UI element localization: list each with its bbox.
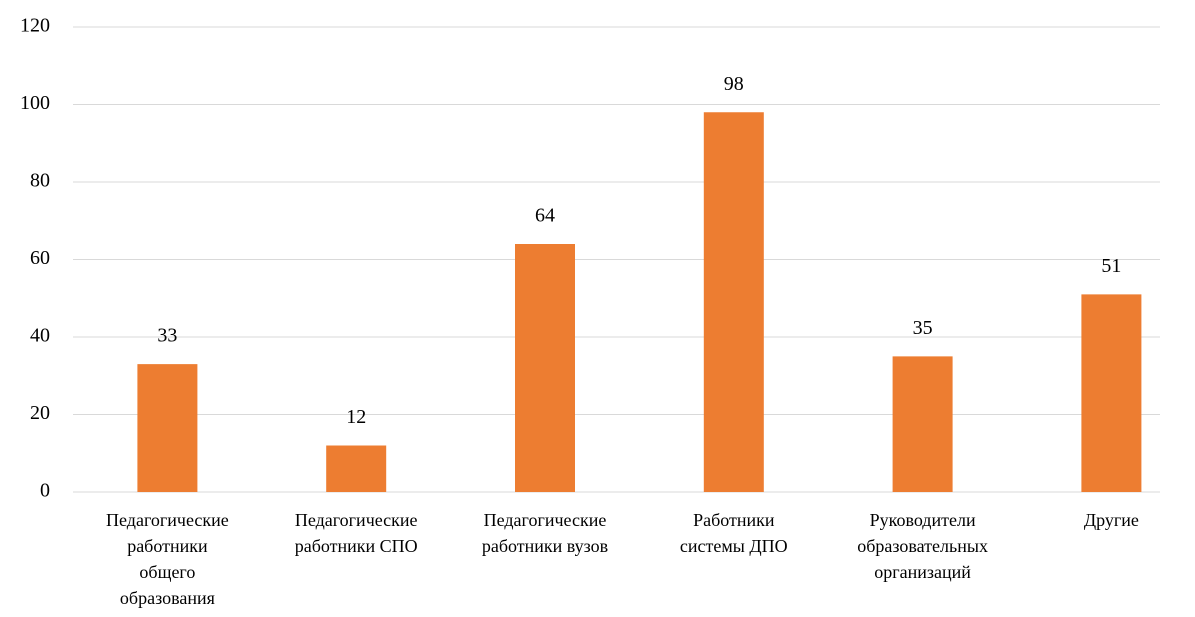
x-tick-label-line: Руководители [870,510,976,530]
data-label: 64 [535,205,555,227]
x-tick-label-line: Педагогические [295,510,418,530]
x-tick-label-line: Педагогические [484,510,607,530]
x-tick-label-line: Работники [693,510,775,530]
data-label: 98 [724,73,744,95]
x-tick-label-line: работники СПО [295,536,418,556]
data-label: 12 [346,406,366,428]
bar [703,112,764,492]
x-tick-label-line: Другие [1084,510,1139,530]
bar [326,445,387,492]
x-tick-label-line: общего [139,562,195,582]
x-tick-label-line: Педагогические [106,510,229,530]
x-tick-label-line: работники [127,536,208,556]
x-tick-label: Педагогические работники вузов [482,510,608,556]
x-tick-label-line: работники вузов [482,536,608,556]
x-tick-label: Руководители образовательных организаций [857,510,988,582]
bar [892,356,953,492]
bar [137,364,198,492]
y-tick-label: 20 [30,402,50,424]
data-label: 51 [1101,255,1121,277]
y-tick-label: 40 [30,325,50,347]
x-tick-label: Педагогические работники общего образования [106,510,229,608]
x-tick-label: Работники системы ДПО [680,510,788,556]
y-tick-label: 120 [20,15,50,37]
bar [515,244,575,492]
x-tick-label-line: образовательных [857,536,988,556]
y-tick-label: 100 [20,92,50,114]
x-tick-label-line: образования [120,588,215,608]
data-label: 33 [157,325,177,347]
x-tick-label-line: организаций [874,562,971,582]
x-tick-label-line: системы ДПО [680,536,788,556]
y-tick-label: 60 [30,247,50,269]
y-tick-label: 80 [30,170,50,192]
data-label: 35 [913,317,933,339]
y-tick-label: 0 [40,480,50,502]
x-tick-label: Другие [1084,510,1139,530]
x-tick-label: Педагогические работники СПО [295,510,418,556]
bar [1081,294,1142,492]
